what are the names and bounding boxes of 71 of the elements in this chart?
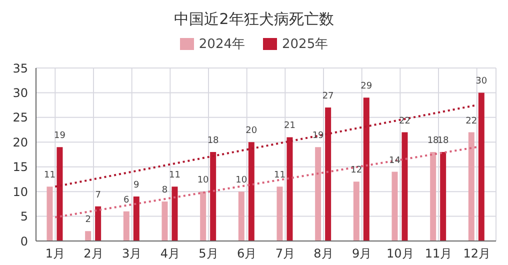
data-label: 18 (427, 136, 440, 146)
data-label: 11 (169, 170, 180, 181)
data-label: 8 (162, 185, 168, 196)
bar (392, 172, 398, 241)
x-tick-label: 10月 (386, 246, 414, 261)
legend-label: 2024年 (198, 36, 245, 53)
bar (286, 137, 293, 241)
data-label: 19 (312, 131, 324, 142)
y-tick-label: 0 (20, 234, 28, 248)
data-label: 11 (274, 170, 286, 181)
legend-label: 2025年 (281, 36, 328, 53)
bar (162, 201, 168, 241)
x-tick-label: 8月 (314, 246, 334, 261)
y-tick-label: 5 (20, 210, 28, 224)
bar (363, 98, 370, 241)
x-tick-label: 12月 (463, 246, 490, 261)
bar (325, 108, 332, 241)
bar (200, 192, 206, 241)
y-tick-label: 35 (12, 61, 28, 76)
data-label: 21 (284, 121, 296, 132)
bar (478, 92, 484, 241)
x-tick-label: 11月 (424, 246, 452, 261)
bar (85, 231, 92, 241)
bar (468, 132, 474, 241)
x-tick-label: 7月 (275, 246, 295, 261)
bar (248, 142, 254, 241)
data-label: 2 (85, 215, 91, 226)
x-tick-label: 2月 (84, 246, 104, 261)
data-label: 20 (246, 126, 258, 136)
data-label: 18 (437, 136, 450, 146)
y-tick-label: 15 (12, 160, 28, 174)
bar (315, 147, 322, 241)
data-label: 7 (95, 190, 101, 200)
data-label: 22 (399, 116, 410, 126)
y-tick-label: 10 (12, 184, 28, 199)
x-tick-label: 3月 (122, 246, 142, 261)
bar (430, 152, 436, 241)
data-label: 14 (389, 156, 401, 166)
bar (238, 192, 244, 241)
y-tick-label: 20 (12, 135, 28, 150)
bar (172, 186, 178, 241)
data-label: 11 (44, 170, 56, 181)
bar (123, 211, 130, 241)
data-label: 18 (207, 136, 220, 146)
x-tick-label: 5月 (198, 246, 218, 261)
data-label: 27 (322, 92, 334, 102)
y-tick-label: 25 (12, 110, 28, 125)
x-tick-label: 6月 (237, 246, 257, 261)
data-label: 10 (236, 176, 248, 186)
data-label: 6 (124, 195, 130, 206)
bar (440, 152, 446, 241)
data-label: 12 (350, 166, 362, 176)
x-tick-label: 9月 (352, 246, 372, 261)
bar (46, 186, 53, 241)
x-tick-label: 1月 (45, 246, 65, 261)
data-label: 22 (466, 116, 478, 126)
x-tick-label: 4月 (160, 246, 180, 261)
data-label: 19 (54, 131, 66, 142)
bar (210, 152, 216, 241)
data-label: 10 (197, 176, 210, 186)
bar (95, 206, 102, 241)
data-label: 29 (360, 82, 372, 92)
bar (133, 196, 140, 241)
chart-title: 中国近2年狂犬病死亡数 (173, 10, 335, 30)
bar (402, 132, 408, 241)
bar (276, 186, 283, 241)
y-tick-label: 30 (12, 86, 28, 100)
bar (353, 182, 360, 241)
data-label: 30 (476, 76, 488, 87)
bar (56, 147, 63, 241)
data-label: 9 (134, 180, 140, 191)
